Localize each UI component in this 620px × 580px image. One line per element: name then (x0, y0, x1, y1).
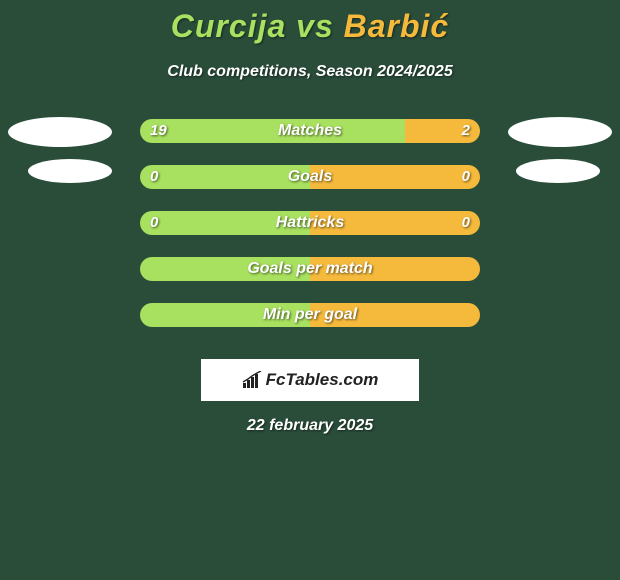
bar-left (140, 165, 310, 189)
stat-row: Hattricks00 (0, 211, 620, 257)
player2-avatar (508, 117, 612, 147)
stat-value-right: 2 (462, 119, 470, 143)
badge-inner: FcTables.com (242, 370, 379, 390)
date-label: 22 february 2025 (0, 417, 620, 435)
stat-bar (140, 119, 480, 143)
stat-row: Goals00 (0, 165, 620, 211)
stat-value-right: 0 (462, 165, 470, 189)
bar-left (140, 119, 405, 143)
stat-value-left: 0 (150, 211, 158, 235)
source-badge: FcTables.com (201, 359, 419, 401)
player1-name: Curcija (171, 8, 286, 44)
vs-label: vs (296, 8, 334, 44)
stat-bar (140, 165, 480, 189)
subtitle: Club competitions, Season 2024/2025 (0, 63, 620, 81)
stat-value-left: 0 (150, 165, 158, 189)
stat-bar (140, 257, 480, 281)
bar-left (140, 211, 310, 235)
bar-right (310, 165, 480, 189)
player1-avatar (8, 117, 112, 147)
stats-rows: Matches192Goals00Hattricks00Goals per ma… (0, 119, 620, 349)
player2-avatar (516, 159, 600, 183)
stat-bar (140, 303, 480, 327)
page-title: Curcija vs Barbić (0, 8, 620, 45)
chart-icon (242, 371, 262, 389)
badge-text: FcTables.com (266, 370, 379, 390)
stat-row: Matches192 (0, 119, 620, 165)
bar-right (310, 211, 480, 235)
player1-avatar (28, 159, 112, 183)
bar-right (310, 303, 480, 327)
bar-right (310, 257, 480, 281)
stat-row: Goals per match (0, 257, 620, 303)
comparison-card: Curcija vs Barbić Club competitions, Sea… (0, 0, 620, 435)
stat-value-left: 19 (150, 119, 167, 143)
stat-bar (140, 211, 480, 235)
stat-value-right: 0 (462, 211, 470, 235)
bar-left (140, 257, 310, 281)
bar-left (140, 303, 310, 327)
stat-row: Min per goal (0, 303, 620, 349)
player2-name: Barbić (344, 8, 450, 44)
